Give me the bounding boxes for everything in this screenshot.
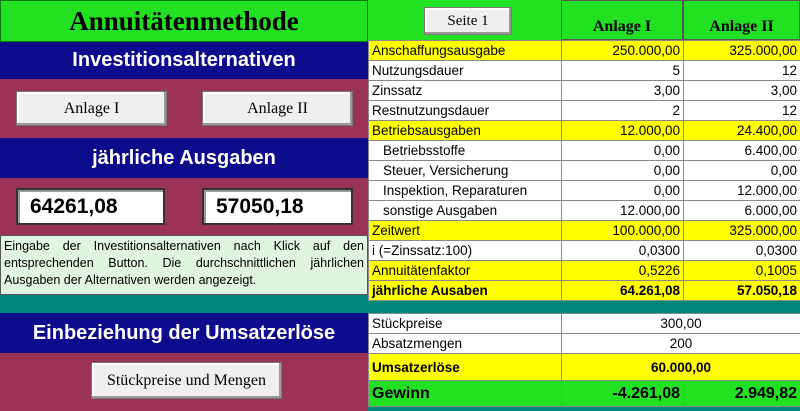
row-betriebsstoffe: Betriebsstoffe 0,00 6.400,00 <box>368 140 800 161</box>
cell-anlage-2[interactable]: 325.000,00 <box>683 40 800 61</box>
row-stueckpreise: Stückpreise 300,00 <box>368 313 800 334</box>
cell-anlage-1[interactable]: 100.000,00 <box>561 220 684 241</box>
cell-anlage-2[interactable]: 325.000,00 <box>683 220 800 241</box>
row-label: jährliche Ausaben <box>368 280 562 301</box>
column-header-anlage-2: Anlage II <box>683 0 800 40</box>
cell-anlage-2[interactable]: 24.400,00 <box>683 120 800 141</box>
umsatz-button-panel: Stückpreise und Mengen <box>0 353 368 411</box>
cell-anlage-1[interactable]: 12.000,00 <box>561 120 684 141</box>
row-absatzmengen: Absatzmengen 200 <box>368 333 800 354</box>
row-label: Annuitätenfaktor <box>368 260 562 281</box>
cell-anlage-1[interactable]: 0,00 <box>561 160 684 181</box>
cell-anlage-2[interactable]: 6.000,00 <box>683 200 800 221</box>
result-anlage-1: 64261,08 <box>16 188 165 225</box>
row-label: Anschaffungsausgabe <box>368 40 562 61</box>
row-label: Gewinn <box>368 380 562 407</box>
row-nutzungsdauer: Nutzungsdauer 5 12 <box>368 60 800 81</box>
cell-absatzmengen[interactable]: 200 <box>560 333 800 354</box>
row-label: sonstige Ausgaben <box>368 200 562 221</box>
row-umsatzerloese: Umsatzerlöse 60.000,00 <box>368 353 800 381</box>
umsatz-table: Stückpreise 300,00 Absatzmengen 200 Umsa… <box>368 313 800 407</box>
row-i-zinssatz: i (=Zinssatz:100) 0,0300 0,0300 <box>368 240 800 261</box>
anlage-1-button[interactable]: Anlage I <box>16 91 167 126</box>
row-label: Nutzungsdauer <box>368 60 562 81</box>
row-label: Zeitwert <box>368 220 562 241</box>
cell-anlage-1: 0,5226 <box>561 260 684 281</box>
invest-header: Investitionsalternativen <box>0 42 368 79</box>
row-label: Steuer, Versicherung <box>368 160 562 181</box>
column-header-anlage-1: Anlage I <box>561 0 683 40</box>
results-panel: 64261,08 57050,18 <box>0 178 368 235</box>
row-label: i (=Zinssatz:100) <box>368 240 562 261</box>
data-table: Anschaffungsausgabe 250.000,00 325.000,0… <box>368 40 800 301</box>
row-annuitaetenfaktor: Annuitätenfaktor 0,5226 0,1005 <box>368 260 800 281</box>
cell-anlage-2[interactable]: 12.000,00 <box>683 180 800 201</box>
cell-anlage-2: 0,0300 <box>683 240 800 261</box>
row-zeitwert: Zeitwert 100.000,00 325.000,00 <box>368 220 800 241</box>
row-zinssatz: Zinssatz 3,00 3,00 <box>368 80 800 101</box>
cell-anlage-1: 64.261,08 <box>561 280 684 301</box>
row-betriebsausgaben: Betriebsausgaben 12.000,00 24.400,00 <box>368 120 800 141</box>
cell-anlage-1[interactable]: 250.000,00 <box>561 40 684 61</box>
row-label: Zinssatz <box>368 80 562 101</box>
cell-anlage-1[interactable]: 2 <box>561 100 684 121</box>
row-inspektion-reparaturen: Inspektion, Reparaturen 0,00 12.000,00 <box>368 180 800 201</box>
instruction-note: Eingabe der Investitionsalternativen nac… <box>0 235 368 295</box>
row-label: Absatzmengen <box>368 333 562 354</box>
row-label: Stückpreise <box>368 313 562 334</box>
seite-1-button[interactable]: Seite 1 <box>424 7 512 35</box>
cell-gewinn-anlage-2: 2.949,82 <box>682 380 800 407</box>
cell-anlage-2[interactable]: 6.400,00 <box>683 140 800 161</box>
cell-gewinn-anlage-1: -4.261,08 <box>561 380 684 407</box>
stueckpreise-mengen-button[interactable]: Stückpreise und Mengen <box>91 362 282 399</box>
cell-umsatzerloese: 60.000,00 <box>560 353 800 381</box>
umsatz-header: Einbeziehung der Umsatzerlöse <box>0 313 368 353</box>
cell-anlage-1[interactable]: 0,00 <box>561 140 684 161</box>
row-label: Inspektion, Reparaturen <box>368 180 562 201</box>
row-label: Betriebsstoffe <box>368 140 562 161</box>
cell-anlage-1[interactable]: 3,00 <box>561 80 684 101</box>
row-anschaffungsausgabe: Anschaffungsausgabe 250.000,00 325.000,0… <box>368 40 800 61</box>
cell-anlage-2[interactable]: 12 <box>683 60 800 81</box>
row-label: Restnutzungsdauer <box>368 100 562 121</box>
cell-anlage-1: 0,0300 <box>561 240 684 261</box>
row-jaehrliche-ausgaben: jährliche Ausaben 64.261,08 57.050,18 <box>368 280 800 301</box>
row-label: Umsatzerlöse <box>368 353 562 381</box>
invest-buttons-panel: Anlage I Anlage II <box>0 79 368 138</box>
cell-anlage-1[interactable]: 5 <box>561 60 684 81</box>
row-sonstige-ausgaben: sonstige Ausgaben 12.000,00 6.000,00 <box>368 200 800 221</box>
row-label: Betriebsausgaben <box>368 120 562 141</box>
row-steuer-versicherung: Steuer, Versicherung 0,00 0,00 <box>368 160 800 181</box>
cell-anlage-2[interactable]: 3,00 <box>683 80 800 101</box>
cell-anlage-2[interactable]: 12 <box>683 100 800 121</box>
cell-anlage-2: 0,1005 <box>683 260 800 281</box>
row-restnutzungsdauer: Restnutzungsdauer 2 12 <box>368 100 800 121</box>
cell-anlage-2[interactable]: 0,00 <box>683 160 800 181</box>
ausgaben-header: jährliche Ausgaben <box>0 138 368 178</box>
cell-anlage-2: 57.050,18 <box>683 280 800 301</box>
result-anlage-2: 57050,18 <box>202 188 353 225</box>
page-title: Annuitätenmethode <box>0 0 368 42</box>
cell-stueckpreise[interactable]: 300,00 <box>560 313 800 334</box>
cell-anlage-1[interactable]: 12.000,00 <box>561 200 684 221</box>
row-gewinn: Gewinn -4.261,08 2.949,82 <box>368 380 800 407</box>
anlage-2-button[interactable]: Anlage II <box>202 91 353 126</box>
cell-anlage-1[interactable]: 0,00 <box>561 180 684 201</box>
